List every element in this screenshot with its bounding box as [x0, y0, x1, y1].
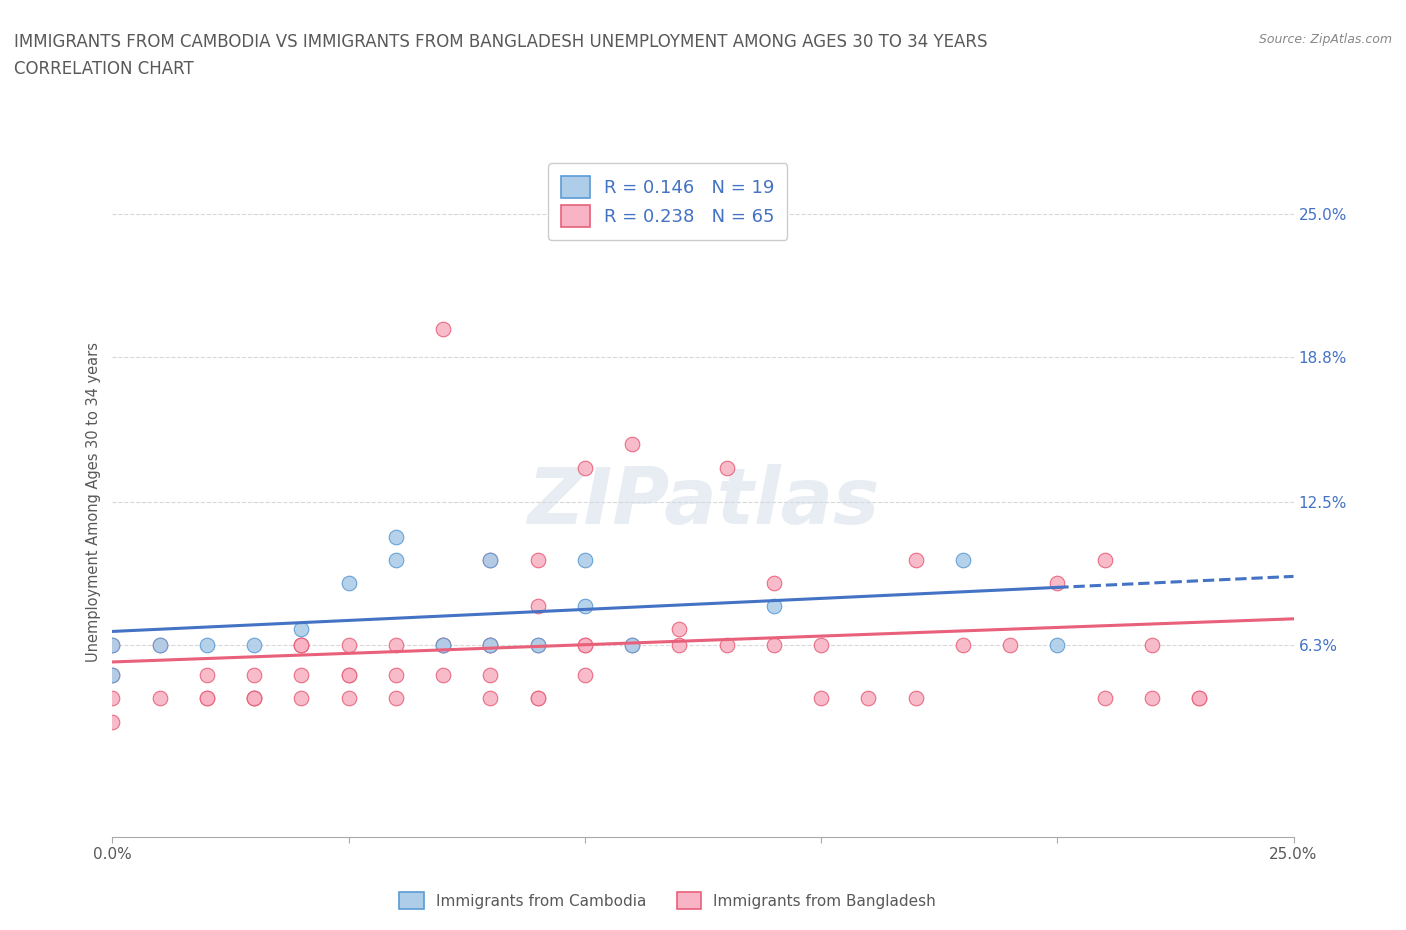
- Point: [621, 638, 644, 653]
- Point: [195, 668, 218, 683]
- Text: CORRELATION CHART: CORRELATION CHART: [14, 60, 194, 78]
- Point: [337, 638, 360, 653]
- Point: [479, 552, 502, 567]
- Point: [195, 691, 218, 706]
- Point: [243, 691, 266, 706]
- Point: [290, 622, 312, 637]
- Point: [952, 638, 974, 653]
- Text: ZIPatlas: ZIPatlas: [527, 464, 879, 540]
- Point: [952, 552, 974, 567]
- Point: [668, 638, 690, 653]
- Point: [290, 638, 312, 653]
- Point: [574, 460, 596, 475]
- Point: [479, 691, 502, 706]
- Point: [479, 668, 502, 683]
- Point: [101, 691, 124, 706]
- Point: [479, 638, 502, 653]
- Point: [1094, 691, 1116, 706]
- Point: [385, 668, 408, 683]
- Point: [101, 668, 124, 683]
- Y-axis label: Unemployment Among Ages 30 to 34 years: Unemployment Among Ages 30 to 34 years: [86, 342, 101, 662]
- Point: [101, 714, 124, 729]
- Point: [1094, 552, 1116, 567]
- Point: [385, 691, 408, 706]
- Point: [526, 552, 548, 567]
- Point: [526, 691, 548, 706]
- Point: [195, 691, 218, 706]
- Point: [432, 638, 454, 653]
- Point: [149, 691, 172, 706]
- Point: [290, 638, 312, 653]
- Point: [716, 638, 738, 653]
- Point: [101, 668, 124, 683]
- Point: [998, 638, 1021, 653]
- Point: [762, 599, 785, 614]
- Point: [526, 691, 548, 706]
- Point: [479, 638, 502, 653]
- Text: Source: ZipAtlas.com: Source: ZipAtlas.com: [1258, 33, 1392, 46]
- Point: [1046, 638, 1069, 653]
- Text: IMMIGRANTS FROM CAMBODIA VS IMMIGRANTS FROM BANGLADESH UNEMPLOYMENT AMONG AGES 3: IMMIGRANTS FROM CAMBODIA VS IMMIGRANTS F…: [14, 33, 987, 50]
- Legend: Immigrants from Cambodia, Immigrants from Bangladesh: Immigrants from Cambodia, Immigrants fro…: [391, 884, 943, 916]
- Point: [479, 552, 502, 567]
- Point: [101, 638, 124, 653]
- Point: [385, 552, 408, 567]
- Point: [243, 691, 266, 706]
- Point: [432, 638, 454, 653]
- Point: [1140, 638, 1163, 653]
- Point: [1188, 691, 1211, 706]
- Point: [385, 638, 408, 653]
- Point: [149, 638, 172, 653]
- Point: [385, 529, 408, 544]
- Point: [858, 691, 880, 706]
- Point: [904, 552, 927, 567]
- Point: [762, 576, 785, 591]
- Point: [290, 638, 312, 653]
- Point: [243, 638, 266, 653]
- Point: [526, 638, 548, 653]
- Point: [574, 599, 596, 614]
- Point: [1046, 576, 1069, 591]
- Point: [1140, 691, 1163, 706]
- Point: [290, 691, 312, 706]
- Point: [479, 638, 502, 653]
- Point: [101, 638, 124, 653]
- Point: [1188, 691, 1211, 706]
- Point: [810, 638, 832, 653]
- Point: [243, 691, 266, 706]
- Point: [432, 638, 454, 653]
- Point: [621, 638, 644, 653]
- Point: [668, 622, 690, 637]
- Point: [526, 638, 548, 653]
- Point: [337, 668, 360, 683]
- Point: [337, 691, 360, 706]
- Point: [574, 552, 596, 567]
- Point: [574, 638, 596, 653]
- Point: [526, 599, 548, 614]
- Point: [290, 668, 312, 683]
- Point: [337, 668, 360, 683]
- Point: [195, 638, 218, 653]
- Point: [716, 460, 738, 475]
- Point: [432, 668, 454, 683]
- Point: [243, 668, 266, 683]
- Point: [149, 638, 172, 653]
- Point: [432, 322, 454, 337]
- Point: [904, 691, 927, 706]
- Point: [337, 576, 360, 591]
- Point: [810, 691, 832, 706]
- Point: [574, 668, 596, 683]
- Point: [574, 638, 596, 653]
- Point: [621, 437, 644, 452]
- Point: [762, 638, 785, 653]
